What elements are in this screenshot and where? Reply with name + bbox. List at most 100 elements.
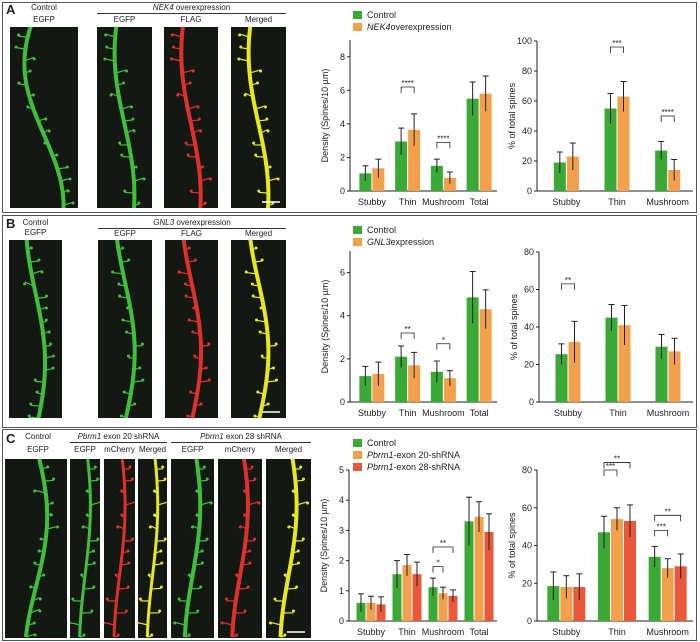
spine-head xyxy=(199,585,203,589)
legend-swatch xyxy=(353,226,362,234)
channel-label: Merged xyxy=(274,445,303,454)
spine-head xyxy=(176,93,180,97)
panel-c-letter: C xyxy=(6,431,16,446)
spine xyxy=(153,563,162,566)
spine-head xyxy=(66,189,70,193)
spine-head xyxy=(50,501,54,505)
spine xyxy=(90,501,100,506)
spine-head xyxy=(52,477,56,481)
spine-head xyxy=(187,246,191,250)
spine-head xyxy=(82,633,86,637)
micrograph xyxy=(97,27,152,208)
spine xyxy=(117,587,129,590)
dendrite xyxy=(115,240,137,418)
spine xyxy=(124,479,133,482)
legend-label: Control xyxy=(367,438,397,448)
legend-swatch xyxy=(353,439,362,447)
spine xyxy=(104,621,115,626)
spine-head xyxy=(90,609,94,613)
spine xyxy=(87,515,91,518)
spine-head xyxy=(160,561,164,565)
spine-head xyxy=(109,93,113,97)
spine-head xyxy=(51,366,55,370)
spine xyxy=(200,203,206,206)
dendrite-image xyxy=(220,459,261,638)
spine xyxy=(194,563,203,566)
spine-head xyxy=(46,465,50,469)
micrograph xyxy=(266,459,311,638)
spine-head xyxy=(127,561,131,565)
spine-head xyxy=(47,129,51,133)
spine-head xyxy=(254,246,258,250)
micrograph xyxy=(104,459,135,638)
spine-head xyxy=(49,513,53,517)
channel-label: Merged xyxy=(138,445,167,454)
spine-head xyxy=(253,537,257,541)
spine-head xyxy=(209,501,213,505)
spine-head xyxy=(254,153,258,157)
spine-head xyxy=(153,513,157,517)
spine-head xyxy=(129,105,133,109)
spine xyxy=(29,416,39,418)
spine-head xyxy=(130,477,134,481)
spine-head xyxy=(170,57,174,61)
control-header: Control xyxy=(31,3,57,12)
spine-head xyxy=(259,69,263,73)
dendrite xyxy=(278,459,299,638)
spine-head xyxy=(103,57,107,61)
legend-gene: GNL3 xyxy=(367,237,391,247)
channel-label: mCherry xyxy=(224,445,256,454)
spine-head xyxy=(193,258,197,262)
spine xyxy=(119,296,129,299)
spine-head xyxy=(186,153,190,157)
spine xyxy=(260,128,269,134)
spine xyxy=(244,92,254,98)
channel-label: Merged xyxy=(244,229,273,238)
dendrite xyxy=(246,27,271,208)
spine-head xyxy=(296,549,300,553)
legend: Control NEK4 overexpression xyxy=(353,9,452,33)
spine xyxy=(221,621,234,626)
spine-head xyxy=(85,489,89,493)
spine-head xyxy=(71,597,75,601)
micrograph xyxy=(5,459,67,638)
spine-head xyxy=(203,201,207,205)
legend-label: overexpression xyxy=(390,22,452,32)
spine-head xyxy=(37,549,41,553)
spine-head xyxy=(14,45,18,49)
panel-a-letter: A xyxy=(6,2,16,17)
spine-head xyxy=(205,537,209,541)
spine-head xyxy=(134,165,138,169)
spine-head xyxy=(26,105,30,109)
spine-head xyxy=(274,378,278,382)
spine-head xyxy=(260,354,264,358)
spine-head xyxy=(191,330,195,334)
spine-head xyxy=(44,117,48,121)
spine-head xyxy=(193,354,197,358)
spine-head xyxy=(177,597,181,601)
spine-head xyxy=(111,270,115,274)
spine xyxy=(239,33,250,38)
spine xyxy=(182,69,194,74)
spine-head xyxy=(131,117,135,121)
spine-head xyxy=(147,573,151,577)
spine-head xyxy=(266,402,270,406)
legend-gene: Pbrm1 xyxy=(367,450,394,460)
spine-head xyxy=(141,378,145,382)
spine-head xyxy=(255,318,259,322)
spine-head xyxy=(200,165,204,169)
spine-head xyxy=(92,561,96,565)
spine xyxy=(241,563,251,566)
spine xyxy=(190,119,200,122)
panel-b xyxy=(2,215,697,428)
spine-head xyxy=(33,633,37,637)
exon20-group-header: Pbrm1 exon 20 shRNA xyxy=(70,432,167,443)
micrograph xyxy=(231,240,286,418)
dendrite-image xyxy=(104,459,135,638)
spine-head xyxy=(39,537,43,541)
spine-head xyxy=(120,489,124,493)
spine-head xyxy=(45,294,49,298)
spine xyxy=(32,596,41,602)
spine xyxy=(254,260,263,263)
spine-head xyxy=(187,573,191,577)
